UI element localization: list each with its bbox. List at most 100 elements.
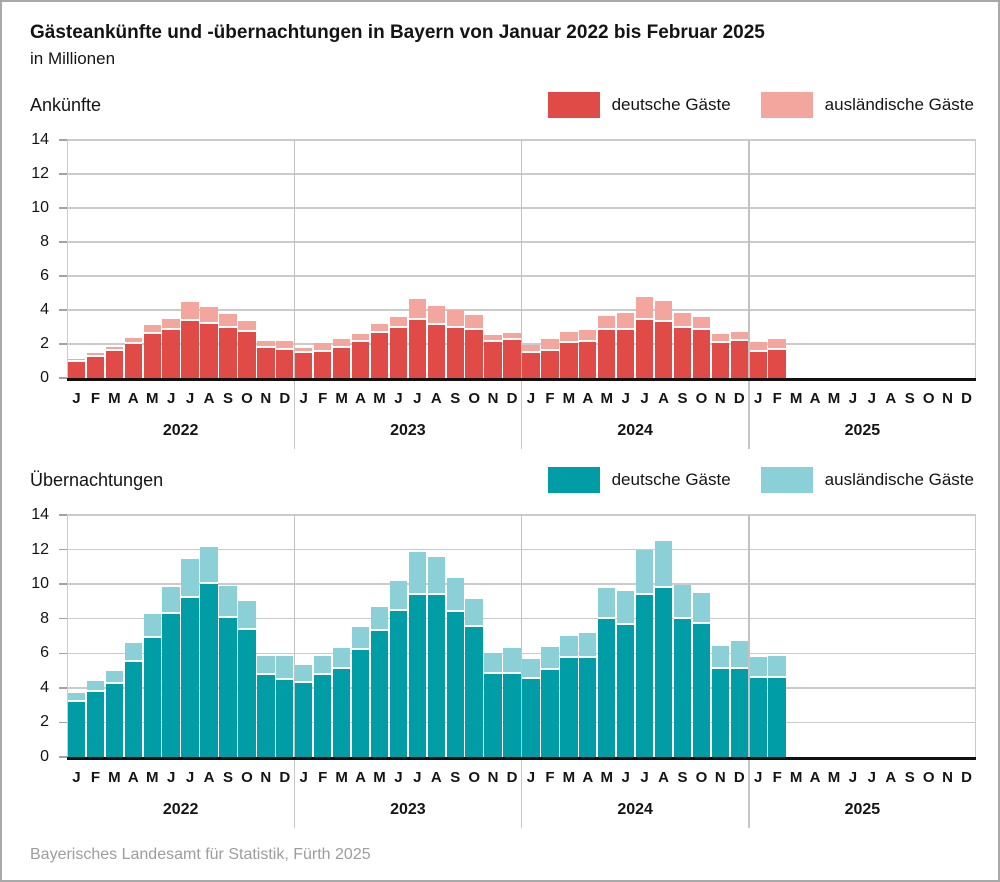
bar-2024-06 <box>616 313 635 378</box>
bar-segment-auslaendische-gaeste <box>446 310 464 328</box>
y-axis-tick <box>59 173 67 175</box>
bar-segment-deutsche-gaeste <box>351 649 370 757</box>
bar-2023-12 <box>503 332 521 378</box>
bar-segment-deutsche-gaeste <box>635 594 654 757</box>
bar-2023-08 <box>427 305 445 378</box>
bar-segment-auslaendische-gaeste <box>465 315 483 330</box>
y-axis-line <box>67 140 68 378</box>
bar-segment-auslaendische-gaeste <box>143 614 161 638</box>
bar-2024-10 <box>692 316 711 378</box>
plot-right-border <box>975 515 976 757</box>
month-tick-label: N <box>487 769 499 786</box>
bar-segment-deutsche-gaeste <box>181 597 199 757</box>
bar-segment-deutsche-gaeste <box>124 661 142 757</box>
month-tick-label: F <box>90 769 100 786</box>
month-tick-label: S <box>222 390 233 407</box>
bar-segment-auslaendische-gaeste <box>427 556 445 595</box>
month-tick-label: M <box>108 769 121 786</box>
bar-segment-auslaendische-gaeste <box>276 341 294 350</box>
year-separator <box>748 140 750 378</box>
bar-2023-03 <box>332 338 351 378</box>
bar-segment-deutsche-gaeste <box>579 342 597 378</box>
month-tick-label: D <box>961 769 972 786</box>
y-axis-tick <box>59 343 67 345</box>
bar-segment-auslaendische-gaeste <box>522 344 540 353</box>
year-label: 2024 <box>617 422 653 439</box>
month-tick-label: J <box>754 769 763 786</box>
bar-segment-deutsche-gaeste <box>332 668 351 757</box>
bar-segment-deutsche-gaeste <box>389 610 408 757</box>
y-axis-tick <box>59 241 67 243</box>
bar-segment-auslaendische-gaeste <box>219 585 237 618</box>
month-tick-label: D <box>733 769 745 786</box>
bar-segment-deutsche-gaeste <box>465 627 483 757</box>
month-tick-label: A <box>809 390 821 407</box>
bar-segment-auslaendische-gaeste <box>332 338 351 349</box>
legend-item: ausländische Gäste <box>760 92 974 118</box>
year-separator <box>520 140 523 378</box>
bar-2022-04 <box>124 338 142 378</box>
month-tick-label: O <box>468 769 480 786</box>
bar-segment-auslaendische-gaeste <box>768 338 786 350</box>
bar-segment-deutsche-gaeste <box>616 329 635 378</box>
legend: deutsche Gäste ausländische Gäste <box>547 467 974 493</box>
year-label: 2025 <box>844 801 881 818</box>
month-tick-label: M <box>600 390 613 407</box>
bar-2023-06 <box>389 580 408 757</box>
bar-segment-deutsche-gaeste <box>332 348 351 378</box>
month-tick-label: M <box>562 390 576 407</box>
bar-segment-auslaendische-gaeste <box>370 323 389 333</box>
bar-2024-03 <box>560 332 578 378</box>
y-axis-label: 0 <box>40 369 49 386</box>
bar-segment-auslaendische-gaeste <box>635 550 654 595</box>
page-subtitle: in Millionen <box>30 49 116 68</box>
bar-segment-deutsche-gaeste <box>711 668 729 757</box>
year-label: 2022 <box>162 801 199 818</box>
bar-segment-auslaendische-gaeste <box>484 653 502 675</box>
bar-2022-10 <box>238 601 256 757</box>
bar-segment-auslaendische-gaeste <box>143 325 161 334</box>
year-label: 2025 <box>844 422 881 439</box>
bar-segment-deutsche-gaeste <box>692 329 711 378</box>
bar-2024-12 <box>730 332 748 378</box>
bar-segment-deutsche-gaeste <box>67 701 86 757</box>
bar-segment-deutsche-gaeste <box>219 327 237 378</box>
bar-segment-deutsche-gaeste <box>541 669 559 757</box>
bar-segment-deutsche-gaeste <box>67 361 86 378</box>
bar-segment-auslaendische-gaeste <box>673 585 692 619</box>
legend-swatch <box>760 467 813 493</box>
year-separator <box>293 760 295 828</box>
bar-2024-10 <box>692 592 711 757</box>
bar-2022-07 <box>181 559 199 757</box>
bar-segment-auslaendische-gaeste <box>181 559 199 598</box>
bar-segment-auslaendische-gaeste <box>692 592 711 624</box>
bar-2024-11 <box>711 333 729 378</box>
y-axis-tick <box>59 309 67 311</box>
month-tick-label: M <box>827 390 841 407</box>
legend-item: deutsche Gäste <box>547 92 731 118</box>
bar-segment-auslaendische-gaeste <box>768 655 786 679</box>
bar-segment-auslaendische-gaeste <box>105 346 123 351</box>
legend-label: ausländische Gäste <box>824 470 974 489</box>
bar-segment-auslaendische-gaeste <box>484 334 502 343</box>
bar-segment-auslaendische-gaeste <box>541 647 559 670</box>
bar-2022-09 <box>219 585 237 757</box>
bar-segment-deutsche-gaeste <box>257 674 275 757</box>
bar-segment-auslaendische-gaeste <box>692 316 711 330</box>
legend-item: ausländische Gäste <box>760 467 974 493</box>
month-tick-label: J <box>640 769 649 786</box>
bar-segment-auslaendische-gaeste <box>579 632 597 658</box>
month-tick-label: N <box>714 390 726 407</box>
month-tick-label: M <box>145 390 159 407</box>
bar-2022-03 <box>105 346 123 378</box>
y-axis-label: 2 <box>40 713 49 731</box>
bar-segment-deutsche-gaeste <box>560 657 578 757</box>
month-tick-label: O <box>922 769 935 786</box>
y-axis-label: 12 <box>31 540 49 558</box>
month-tick-label: O <box>922 390 935 407</box>
bar-segment-deutsche-gaeste <box>86 356 105 378</box>
x-axis-labels: J F M A M J J A S O N D 2022 J F M A M J J A S O N D 2023 J F M A M J J A… <box>67 760 976 828</box>
bar-segment-deutsche-gaeste <box>162 329 180 378</box>
year-label: 2023 <box>390 801 426 818</box>
